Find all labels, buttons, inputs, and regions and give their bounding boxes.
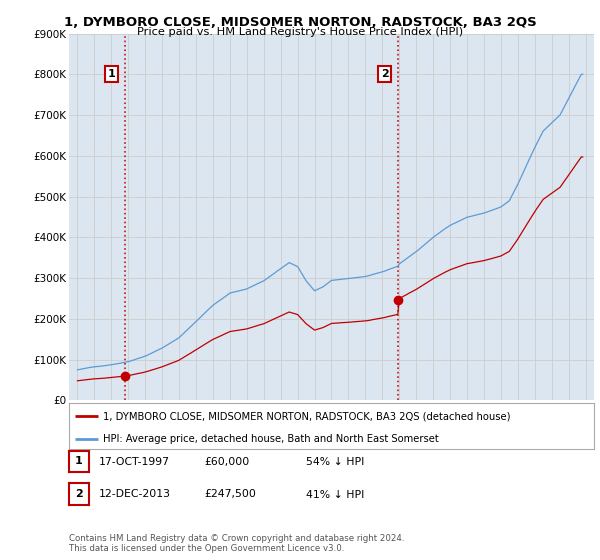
Text: HPI: Average price, detached house, Bath and North East Somerset: HPI: Average price, detached house, Bath… (103, 434, 439, 444)
Text: 1, DYMBORO CLOSE, MIDSOMER NORTON, RADSTOCK, BA3 2QS (detached house): 1, DYMBORO CLOSE, MIDSOMER NORTON, RADST… (103, 411, 511, 421)
Text: £60,000: £60,000 (204, 457, 249, 467)
Text: 2: 2 (381, 69, 389, 79)
Text: £247,500: £247,500 (204, 489, 256, 500)
Text: 12-DEC-2013: 12-DEC-2013 (99, 489, 171, 500)
Text: 17-OCT-1997: 17-OCT-1997 (99, 457, 170, 467)
Text: Contains HM Land Registry data © Crown copyright and database right 2024.
This d: Contains HM Land Registry data © Crown c… (69, 534, 404, 553)
Text: 41% ↓ HPI: 41% ↓ HPI (306, 489, 364, 500)
Text: 1: 1 (75, 456, 83, 466)
Text: Price paid vs. HM Land Registry's House Price Index (HPI): Price paid vs. HM Land Registry's House … (137, 27, 463, 37)
Text: 54% ↓ HPI: 54% ↓ HPI (306, 457, 364, 467)
Text: 1: 1 (107, 69, 115, 79)
Text: 2: 2 (75, 489, 83, 499)
Text: 1, DYMBORO CLOSE, MIDSOMER NORTON, RADSTOCK, BA3 2QS: 1, DYMBORO CLOSE, MIDSOMER NORTON, RADST… (64, 16, 536, 29)
